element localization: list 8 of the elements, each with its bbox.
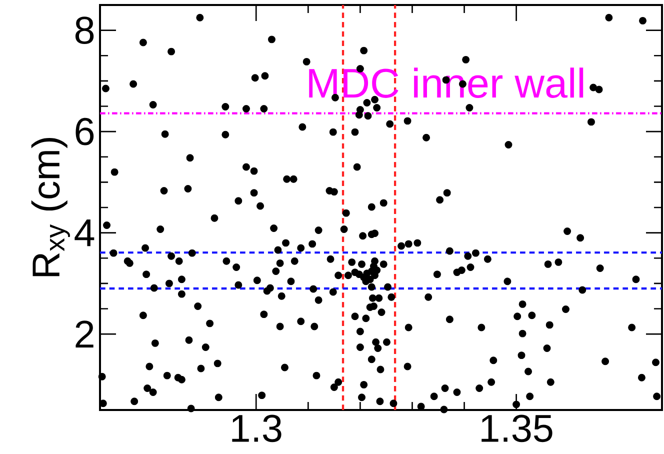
x-tick-label: 1.3: [232, 414, 282, 442]
y-tick-label: 8: [75, 16, 94, 44]
y-axis-title: R$_{xy}$ (cm): [31, 138, 70, 276]
y-tick-label: 6: [76, 118, 94, 146]
y-tick-label: 2: [76, 320, 94, 348]
ref-line-label: MDC inner wall: [309, 68, 584, 98]
x-tick-label: 1.35: [482, 414, 552, 442]
y-tick-label: 4: [74, 220, 94, 246]
